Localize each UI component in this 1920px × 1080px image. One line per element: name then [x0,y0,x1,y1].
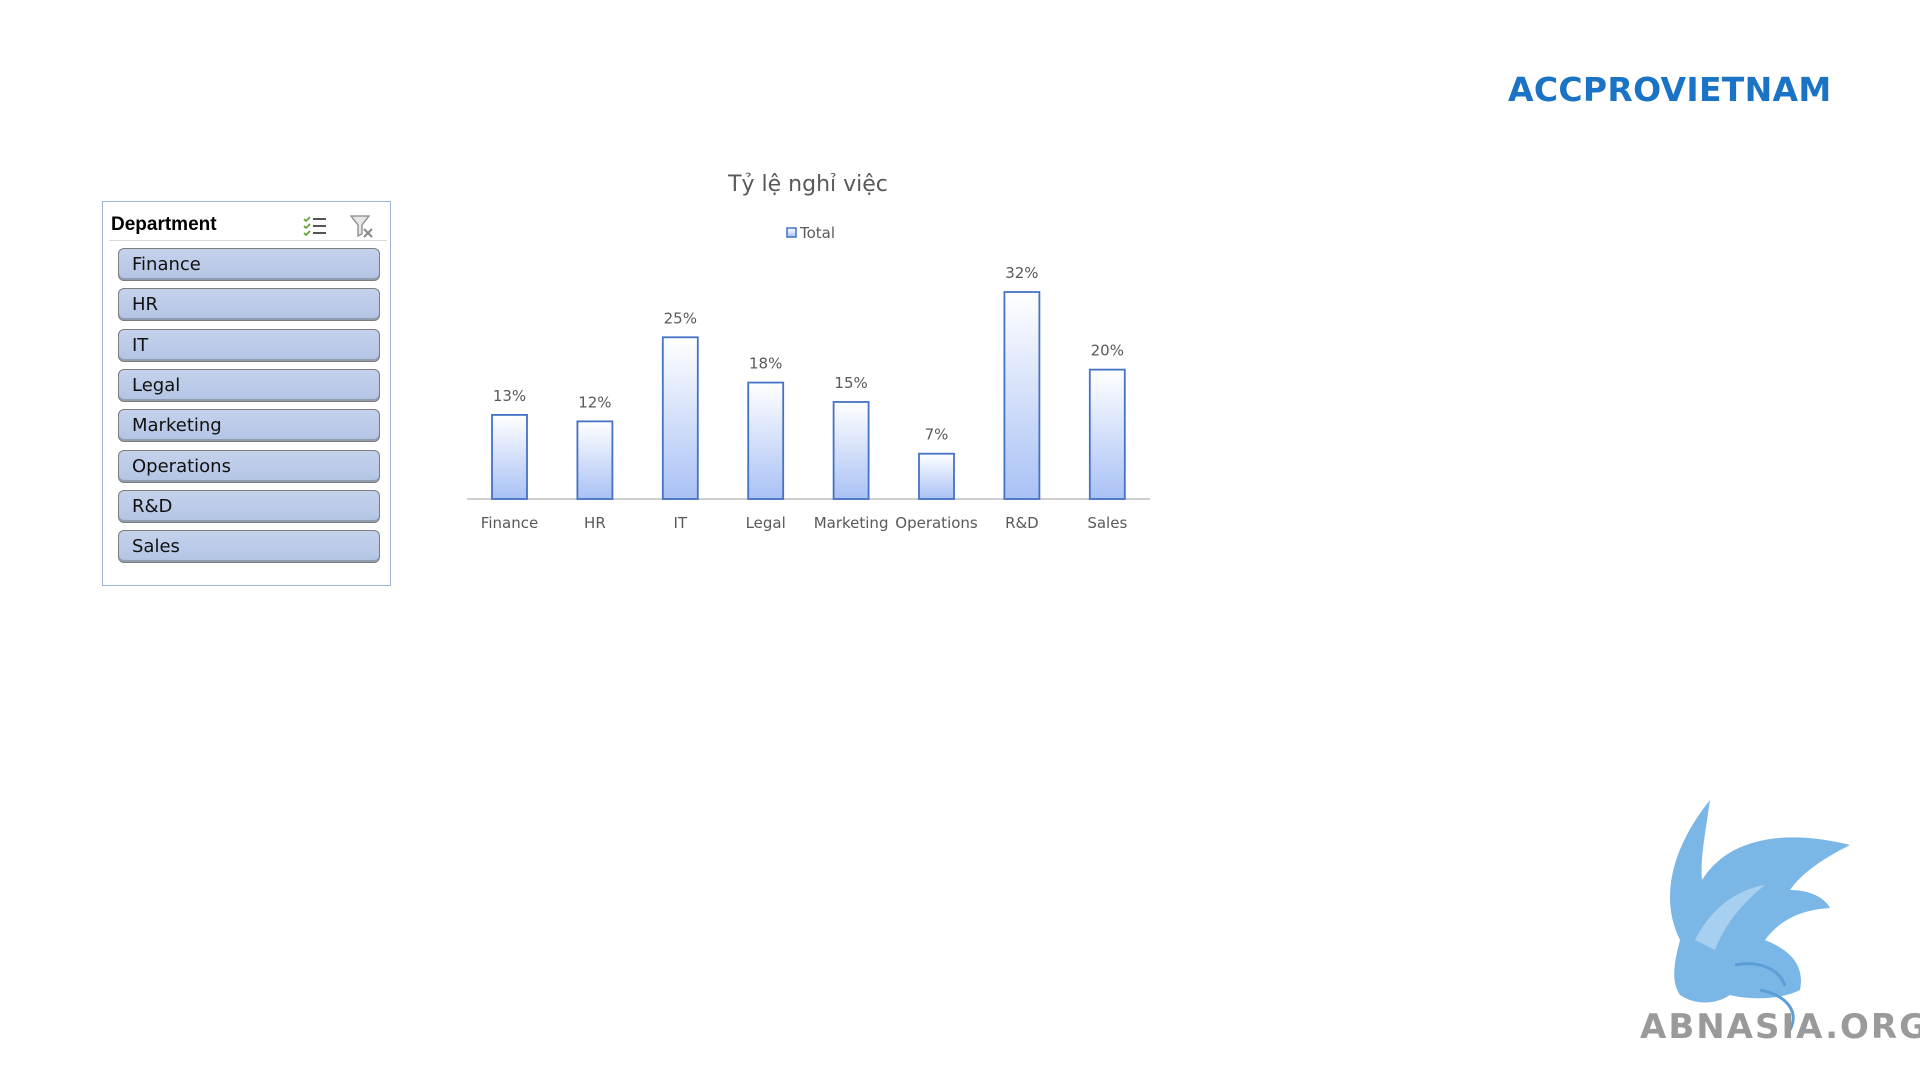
griffin-logo-icon [1670,800,1850,1031]
slicer-title: Department [111,214,217,235]
data-label-finance: 13% [493,387,526,405]
slicer-item-sales[interactable]: Sales [118,530,380,564]
data-label-r-d: 32% [1005,264,1038,282]
data-label-operations: 7% [925,426,949,444]
bar-hr [576,420,614,500]
bar-marketing [832,401,870,500]
brand-title: ACCPROVIETNAM [1508,70,1832,109]
x-tick-label-r-d: R&D [1005,514,1039,532]
chart-title: Tỷ lệ nghỉ việc [727,172,888,197]
data-label-hr: 12% [578,393,611,411]
bar-legal [747,381,785,500]
slicer-header: Department [109,210,387,241]
slicer-item-marketing[interactable]: Marketing [118,409,380,443]
bar-operations [918,452,955,500]
slicer-item-it[interactable]: IT [118,328,380,362]
legend-label: Total [799,224,835,242]
watermark-text: ABNASIA.ORG [1640,1007,1920,1047]
slicer-item-finance[interactable]: Finance [118,248,380,281]
x-tick-label-hr: HR [584,514,606,532]
x-tick-label-it: IT [674,514,688,532]
data-label-sales: 20% [1091,342,1124,360]
x-tick-label-marketing: Marketing [814,514,889,532]
data-label-legal: 18% [749,355,782,373]
data-label-it: 25% [664,309,697,327]
bar-it [661,336,699,500]
legend-swatch [786,227,797,238]
slicer-item-r-d[interactable]: R&D [118,489,380,523]
bar-sales [1088,368,1126,500]
x-tick-label-legal: Legal [746,514,786,532]
x-tick-label-finance: Finance [481,514,538,532]
bar-finance [491,414,528,500]
department-slicer: Department Finance HR IT Legal Marketing Oper… [102,201,391,586]
slicer-item-operations[interactable]: Operations [118,449,380,483]
watermark: ABNASIA.ORG [1640,790,1920,1055]
slicer-item-legal[interactable]: Legal [118,368,380,402]
x-tick-label-sales: Sales [1087,514,1127,532]
bar-r-d [1003,291,1041,500]
slicer-item-hr[interactable]: HR [118,288,380,322]
data-label-marketing: 15% [834,374,867,392]
multi-select-icon[interactable] [302,213,328,239]
x-tick-label-operations: Operations [895,514,978,532]
clear-filter-icon[interactable] [349,213,375,239]
attrition-chart: Tỷ lệ nghỉ việc Total 13% Finance 12% HR 25% IT… [467,172,1150,532]
